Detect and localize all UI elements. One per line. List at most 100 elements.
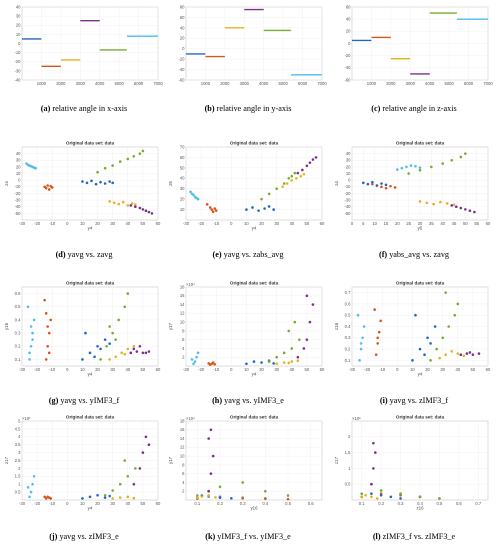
data-point-green [286,494,290,497]
data-point-purple [132,482,136,486]
caption-text: relative angle in z-axis [380,104,457,113]
data-point-yellow [207,494,210,497]
data-point-blue [366,182,370,186]
y-tick-label: -60 [344,77,351,82]
data-point-yellow [438,356,441,360]
data-point-orange [213,362,217,366]
data-point-blue [263,207,266,210]
x-axis-label: y4 [418,372,423,377]
x-tick-label: 50 [141,501,146,506]
caption-text: yavg vs. zavg [65,250,113,259]
x-tick-label: -10 [213,367,220,372]
data-point-green [267,360,271,363]
data-point-orange [43,495,46,499]
data-point-green [360,492,364,495]
data-point-purple [138,206,142,210]
data-point-purple [144,435,148,439]
x-tick-label: 3000 [406,81,416,86]
x-tick-label: 0 [66,367,69,372]
y-tick-label: -20 [344,53,351,58]
x-tick-label: 0 [66,221,69,226]
data-point-orange [208,206,212,209]
x-tick-label: 0.3 [398,501,404,506]
y-tick-label: -30 [14,68,21,73]
x-tick-label: 10 [372,221,377,226]
data-point-blue [272,208,275,211]
y-tick-label: 0.4 [345,324,351,329]
x-tick-label: -20 [198,367,205,372]
data-point-orange [49,318,53,322]
data-point-green [103,493,107,497]
data-point-orange [213,207,217,210]
caption-label: (c) [371,104,381,113]
data-point-blue [108,494,111,498]
x-tick-label: 7000 [483,81,493,86]
data-point-cyan [405,165,408,169]
data-point-green [287,176,291,180]
data-point-orange [371,182,374,186]
data-point-blue [96,344,99,348]
data-point-purple [138,344,142,348]
y-tick-label: 2.5 [15,458,21,463]
caption-label: (j) [49,532,58,541]
x-tick-label: 30 [110,367,115,372]
data-point-yellow [126,495,130,499]
data-point-green [96,170,99,174]
caption-k: (k) yIMF3_f vs. yIMF3_e [168,532,328,541]
data-point-cyan [193,360,197,363]
data-point-cyan [28,495,31,499]
plot-area [185,6,323,81]
data-point-orange [286,497,290,501]
data-point-orange [46,325,49,328]
y-tick-label: -40 [14,77,21,82]
data-point-yellow [462,354,466,358]
data-point-cyan [29,344,33,348]
chart-panel-g: Original data set: data 0.1 0.2 0.3 0.4 0.5 0.… [4,278,162,410]
data-point-yellow [452,203,456,207]
data-point-yellow [285,182,289,185]
y-tick-label: 0.5 [345,482,351,487]
data-point-green [111,489,114,492]
data-point-blue [260,361,263,364]
data-point-orange [376,342,379,345]
caption-d: (d) yavg vs. zavg [4,250,164,259]
chart-title: Original data set: data [396,415,445,420]
y-tick-label: 4 [182,480,185,485]
data-point-yellow [111,497,114,500]
data-point-purple [207,437,210,440]
chart-title: Original data set: data [66,141,115,146]
data-point-green [290,347,294,350]
data-point-yellow [302,172,306,176]
data-point-yellow [281,185,285,188]
x-tick-label: 10 [80,221,85,226]
y-tick-label: 20 [346,29,351,34]
data-point-yellow [290,179,294,182]
chart-panel-k: Original data set: data 2 4 6 8 10 12 14 16 18 0.1… [168,412,326,546]
y-exponent-label: ×10⁵ [352,416,361,421]
y-axis-label: z16 [334,322,339,330]
y-tick-label: 5 [18,418,21,423]
data-point-green [105,344,108,348]
data-point-green [275,355,278,359]
y-tick-label: 12 [180,311,185,316]
y-tick-label: 10 [16,171,21,176]
data-point-orange [44,312,48,315]
chart-title: Original data set: data [66,281,115,286]
chart-svg-c: -60 -40 -20 0 20 40 60 1000 2000 3000 4000 5000 6000… [344,4,493,86]
y-tick-label: 30 [346,158,351,163]
data-point-orange [205,203,209,206]
data-point-purple [296,171,300,175]
x-tick-label: -30 [183,221,190,226]
data-point-purple [141,451,145,454]
data-point-green [298,338,301,341]
x-tick-label: 10 [244,221,249,226]
data-point-yellow [126,347,130,351]
data-point-purple [477,352,481,355]
data-point-cyan [356,313,360,317]
data-point-cyan [358,359,361,362]
y-axis-label: z4 [4,181,9,186]
y-exponent-label: ×10⁴ [186,282,195,287]
y-tick-label: 10 [180,207,185,212]
x-axis-label: y4 [252,372,257,377]
data-point-yellow [282,361,286,364]
